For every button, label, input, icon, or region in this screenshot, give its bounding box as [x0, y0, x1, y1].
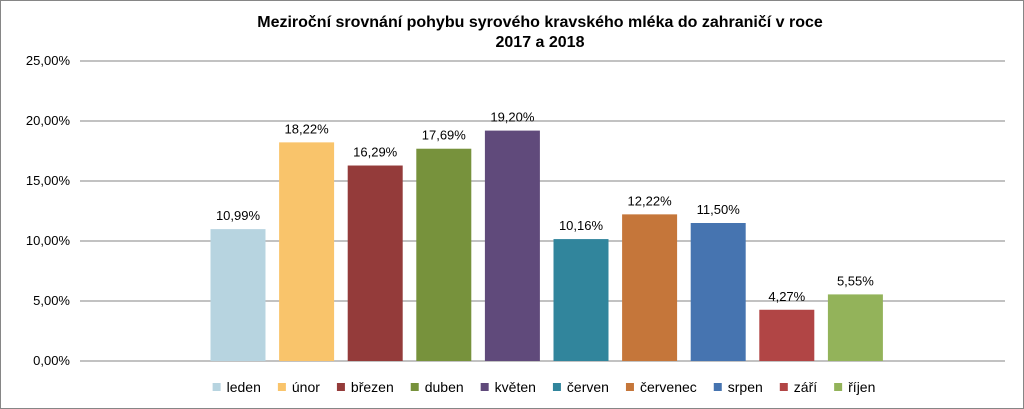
y-tick-label: 0,00% — [33, 353, 70, 368]
legend-label: říjen — [848, 379, 875, 395]
chart-title-line-1: Meziroční srovnání pohybu syrového kravs… — [257, 14, 823, 31]
legend-label: leden — [227, 379, 261, 395]
y-tick-label: 10,00% — [26, 233, 71, 248]
bar-1 — [210, 229, 266, 361]
bar-3 — [347, 165, 403, 361]
chart-title-line-2: 2017 a 2018 — [496, 34, 585, 51]
legend: leden únor březen duben květen červen červenec… — [212, 379, 875, 395]
legend-label: únor — [292, 379, 320, 395]
y-axis-tick-labels: 0,00% 5,00% 10,00% 15,00% 20,00% 25,00% — [26, 53, 71, 368]
y-tick-label: 5,00% — [33, 293, 70, 308]
y-tick-label: 15,00% — [26, 173, 71, 188]
legend-swatch — [410, 383, 419, 391]
data-label: 5,55% — [837, 273, 874, 288]
legend-swatch — [212, 383, 221, 391]
legend-swatch — [834, 383, 843, 391]
bars — [210, 130, 883, 361]
bar-9 — [759, 309, 815, 361]
legend-label: červen — [567, 379, 609, 395]
legend-label: srpen — [728, 379, 763, 395]
data-label: 4,27% — [768, 289, 805, 304]
legend-swatch — [336, 383, 345, 391]
y-tick-label: 25,00% — [26, 53, 71, 68]
legend-swatch — [277, 383, 286, 391]
data-label: 10,99% — [216, 208, 261, 223]
bar-6 — [553, 239, 609, 361]
bar-5 — [484, 130, 540, 361]
legend-swatch — [625, 383, 634, 391]
bar-2 — [279, 142, 335, 361]
legend-swatch — [779, 383, 788, 391]
legend-label: březen — [351, 379, 394, 395]
bar-4 — [416, 148, 472, 361]
legend-label: duben — [425, 379, 464, 395]
bar-7 — [622, 214, 678, 361]
legend-label: září — [794, 379, 817, 395]
data-label: 16,29% — [353, 145, 398, 160]
data-label: 19,20% — [490, 110, 535, 125]
data-label: 12,22% — [628, 193, 673, 208]
y-tick-label: 20,00% — [26, 113, 71, 128]
data-label: 11,50% — [697, 202, 741, 217]
data-labels: 10,99% 18,22% 16,29% 17,69% 19,20% 10,16% 12,2… — [216, 110, 874, 304]
legend-swatch — [713, 383, 722, 391]
legend-label: květen — [495, 379, 536, 395]
data-label: 10,16% — [559, 218, 604, 233]
data-label: 17,69% — [422, 128, 467, 143]
legend-swatch — [552, 383, 561, 391]
legend-swatch — [480, 383, 489, 391]
bar-10 — [827, 294, 883, 361]
data-label: 18,22% — [285, 121, 330, 136]
bar-8 — [690, 223, 746, 361]
legend-label: červenec — [640, 379, 697, 395]
